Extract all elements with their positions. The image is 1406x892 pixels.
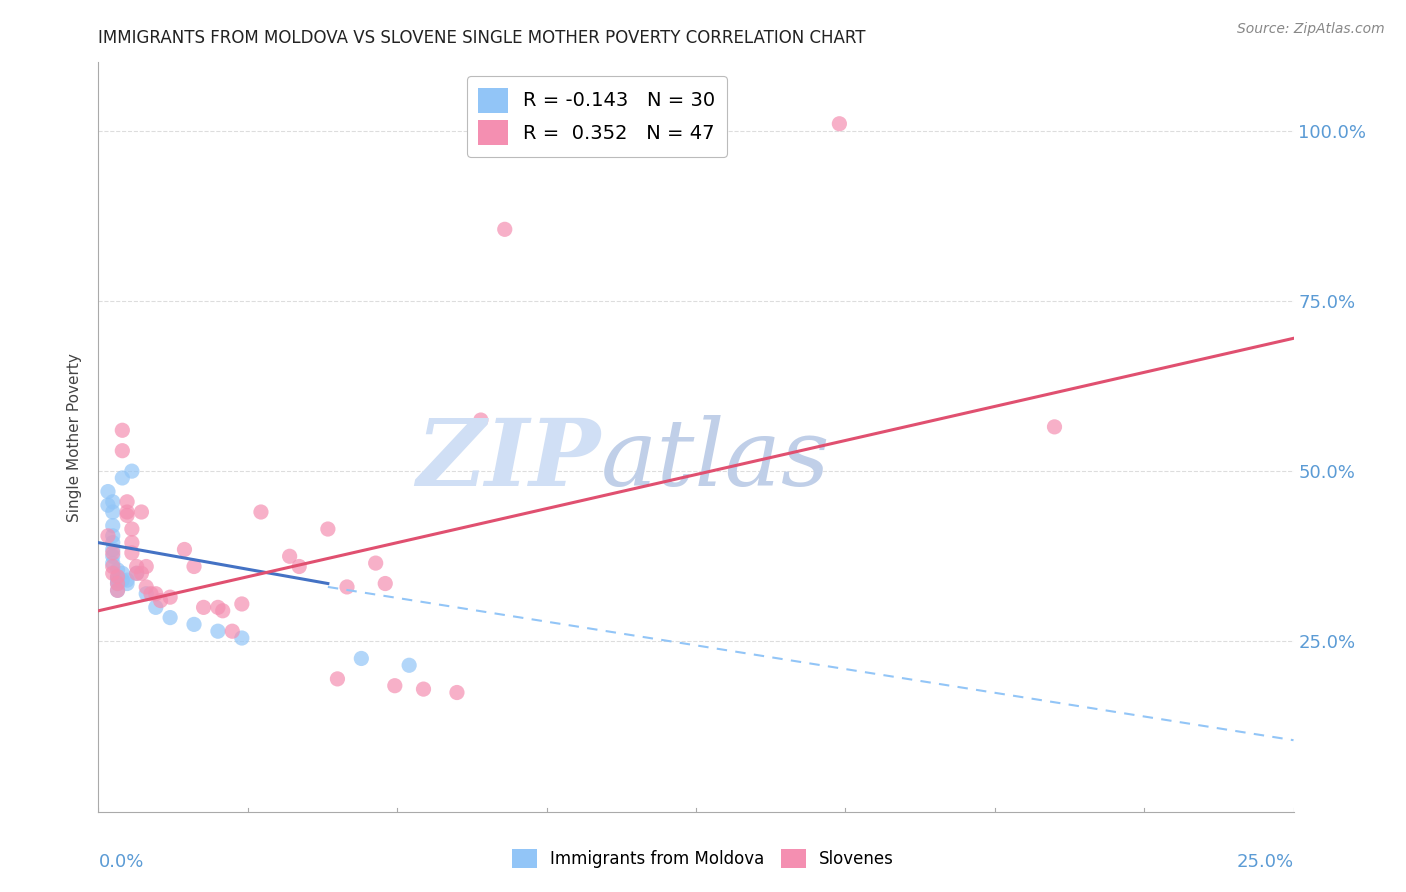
Point [384,679,406,693]
Point [250,505,273,519]
Point [149,593,172,607]
Point [207,624,229,639]
Point [101,535,124,549]
Point [446,685,468,699]
Point [125,566,148,581]
Point [159,590,181,604]
Text: 25.0%: 25.0% [1236,853,1294,871]
Point [107,583,129,598]
Point [139,587,162,601]
Point [97,529,120,543]
Point [364,556,387,570]
Point [828,117,851,131]
Legend: Immigrants from Moldova, Slovenes: Immigrants from Moldova, Slovenes [505,843,901,875]
Point [221,624,243,639]
Point [125,566,148,581]
Point [121,522,143,536]
Point [494,222,516,236]
Point [101,495,124,509]
Point [316,522,339,536]
Text: Source: ZipAtlas.com: Source: ZipAtlas.com [1237,22,1385,37]
Text: ZIP: ZIP [416,415,600,505]
Point [111,443,134,458]
Point [121,464,143,478]
Point [1043,420,1066,434]
Point [336,580,359,594]
Point [101,518,124,533]
Point [207,600,229,615]
Point [115,576,138,591]
Point [121,535,143,549]
Point [107,583,129,598]
Point [193,600,215,615]
Point [131,505,153,519]
Point [231,631,253,645]
Point [97,498,120,512]
Point [135,587,157,601]
Point [101,559,124,574]
Point [412,682,434,697]
Point [111,423,134,437]
Point [145,587,167,601]
Point [350,651,373,665]
Point [470,413,492,427]
Point [107,576,129,591]
Point [115,505,138,519]
Point [101,566,124,581]
Point [115,573,138,587]
Point [107,563,129,577]
Point [398,658,420,673]
Point [107,570,129,584]
Point [278,549,301,564]
Point [107,573,129,587]
Point [374,576,396,591]
Y-axis label: Single Mother Poverty: Single Mother Poverty [67,352,83,522]
Point [288,559,311,574]
Point [107,576,129,591]
Point [183,617,205,632]
Point [115,495,138,509]
Point [101,505,124,519]
Point [231,597,253,611]
Text: 0.0%: 0.0% [98,853,143,871]
Point [173,542,195,557]
Point [101,556,124,570]
Text: atlas: atlas [600,415,830,505]
Point [135,559,157,574]
Point [97,484,120,499]
Point [101,542,124,557]
Legend: R = -0.143   N = 30, R =  0.352   N = 47: R = -0.143 N = 30, R = 0.352 N = 47 [467,76,727,157]
Point [107,570,129,584]
Point [125,559,148,574]
Point [121,546,143,560]
Point [135,580,157,594]
Point [101,529,124,543]
Point [111,471,134,485]
Point [101,549,124,564]
Point [145,600,167,615]
Point [183,559,205,574]
Point [115,508,138,523]
Point [326,672,349,686]
Point [211,604,233,618]
Point [101,546,124,560]
Point [131,566,153,581]
Point [111,566,134,581]
Text: IMMIGRANTS FROM MOLDOVA VS SLOVENE SINGLE MOTHER POVERTY CORRELATION CHART: IMMIGRANTS FROM MOLDOVA VS SLOVENE SINGL… [98,29,866,47]
Point [111,573,134,587]
Point [159,610,181,624]
